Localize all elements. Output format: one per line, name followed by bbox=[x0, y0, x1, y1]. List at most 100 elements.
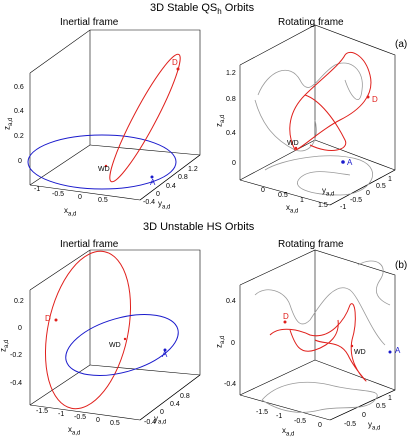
tl-red-orbit bbox=[109, 53, 181, 183]
bl-label-A: A bbox=[162, 350, 168, 359]
bl-x-tick: -1.5 bbox=[36, 408, 49, 415]
br-x-label: xa,d bbox=[282, 426, 295, 438]
bl-y-tick: 0.8 bbox=[180, 393, 190, 400]
tl-x-tick: -0.5 bbox=[52, 191, 65, 198]
bl-z-tick: 0.2 bbox=[14, 298, 24, 305]
br-marker-A bbox=[388, 350, 392, 354]
tr-x-tick: 0 bbox=[261, 187, 265, 194]
tl-marker-D bbox=[176, 67, 180, 71]
tl-label-A: A bbox=[150, 178, 156, 187]
tl-z-tick: 0 bbox=[18, 158, 22, 165]
br-y-tick: 1 bbox=[388, 395, 392, 402]
bl-marker-D bbox=[54, 318, 58, 322]
tr-z-tick: 0.4 bbox=[226, 130, 236, 137]
br-x-tick: -1.5 bbox=[256, 409, 269, 416]
br-marker-D bbox=[283, 320, 287, 324]
tr-y-tick: -0.5 bbox=[350, 197, 363, 204]
bl-label-WD: WD bbox=[109, 342, 121, 349]
section-title-stable: 3D Stable QSh Orbits bbox=[150, 2, 255, 17]
tr-z-tick: 0.8 bbox=[226, 96, 236, 103]
tr-x-label: xa,d bbox=[286, 203, 299, 215]
panel-br-box bbox=[239, 249, 396, 421]
tl-z-label: za,d bbox=[2, 117, 14, 130]
br-projection-right bbox=[357, 260, 391, 306]
tl-y-tick: 0.8 bbox=[178, 174, 188, 181]
bl-y-tick: 0.4 bbox=[170, 401, 180, 408]
tl-x-tick: -1 bbox=[34, 186, 41, 193]
tr-projection-left bbox=[254, 99, 317, 152]
br-label-WD: WD bbox=[354, 349, 366, 356]
br-y-tick: 0 bbox=[362, 412, 366, 419]
br-x-tick: 0 bbox=[318, 422, 322, 429]
panel-tr-box bbox=[239, 24, 396, 206]
br-projection-top bbox=[254, 287, 386, 346]
tl-label-WD: WD bbox=[98, 166, 110, 173]
bl-red-orbit bbox=[44, 250, 132, 410]
br-z-tick: 0.4 bbox=[226, 298, 236, 305]
bl-x-tick: 0 bbox=[96, 417, 100, 424]
tr-marker-D bbox=[366, 95, 370, 99]
br-label-D: D bbox=[283, 312, 289, 321]
panel-bl-box bbox=[29, 249, 201, 421]
tl-label-D: D bbox=[172, 58, 178, 67]
tl-z-tick: 0.2 bbox=[14, 133, 24, 140]
panel-title-tl: Inertial frame bbox=[60, 17, 119, 28]
tl-x-tick: 0.5 bbox=[98, 197, 108, 204]
tl-z-tick: 0.4 bbox=[14, 108, 24, 115]
panel-tl-box bbox=[29, 29, 201, 201]
tr-x-tick: 1 bbox=[300, 197, 304, 204]
panel-title-tr: Rotating frame bbox=[278, 17, 344, 28]
bl-z-tick: -0.4 bbox=[10, 380, 23, 387]
tl-marker-WD bbox=[104, 164, 108, 168]
br-y-tick: 0.5 bbox=[376, 403, 386, 410]
tr-y-label: ya,d bbox=[322, 186, 335, 198]
tr-z-tick: 0 bbox=[232, 160, 236, 167]
tr-projection-top bbox=[257, 62, 363, 100]
br-z-label: za,d bbox=[214, 335, 226, 348]
tl-y-tick: 0 bbox=[156, 191, 160, 198]
tl-blue-orbit bbox=[27, 134, 177, 190]
bl-label-D: D bbox=[45, 314, 51, 323]
tr-marker-A bbox=[341, 160, 345, 164]
tl-y-tick: 0.4 bbox=[166, 183, 176, 190]
tr-red-orbit bbox=[289, 51, 372, 151]
tr-label-WD: WD bbox=[287, 140, 299, 147]
tl-y-label: ya,d bbox=[158, 199, 171, 211]
tl-z-tick: 0.6 bbox=[14, 84, 24, 91]
tr-marker-WD bbox=[294, 146, 298, 150]
tr-red-orbit-loop bbox=[304, 94, 347, 151]
tr-y-tick: -1 bbox=[340, 204, 347, 211]
panel-title-bl: Inertial frame bbox=[60, 239, 119, 250]
br-label-A: A bbox=[395, 346, 401, 355]
br-z-tick: -0.4 bbox=[224, 381, 237, 388]
br-y-tick: -0.5 bbox=[344, 421, 357, 428]
tl-y-tick: -0.4 bbox=[143, 199, 156, 206]
bl-x-tick: 0.5 bbox=[110, 420, 120, 427]
section-title-unstable: 3D Unstable HS Orbits bbox=[143, 221, 255, 233]
bl-marker-WD bbox=[123, 337, 127, 341]
tr-x-tick: 0.5 bbox=[278, 192, 288, 199]
tl-x-label: xa,d bbox=[64, 206, 77, 218]
bl-x-tick: -1 bbox=[58, 411, 65, 418]
tr-y-tick: 1 bbox=[388, 176, 392, 183]
bl-z-label: za,d bbox=[0, 339, 10, 352]
br-marker-WD bbox=[350, 344, 354, 348]
panel-title-br: Rotating frame bbox=[278, 239, 344, 250]
bl-blue-orbit bbox=[65, 314, 179, 376]
bl-y-tick: -0.4 bbox=[144, 419, 157, 426]
panel-tag-a: (a) bbox=[395, 39, 408, 50]
tr-projection-bottom bbox=[264, 155, 373, 196]
br-z-tick: 0 bbox=[231, 340, 235, 347]
br-x-tick: -1 bbox=[276, 413, 283, 420]
bl-y-tick: 0 bbox=[160, 409, 164, 416]
tr-y-tick: 0.5 bbox=[376, 183, 386, 190]
tr-z-label: za,d bbox=[214, 114, 226, 127]
br-x-tick: -0.5 bbox=[294, 418, 307, 425]
br-red-orbit bbox=[269, 303, 367, 382]
tr-x-tick: 1.5 bbox=[318, 202, 328, 209]
bl-z-tick: -0.2 bbox=[10, 352, 23, 359]
tl-y-tick: 1.2 bbox=[188, 166, 198, 173]
tl-marker-A bbox=[150, 175, 154, 179]
tr-label-A: A bbox=[347, 158, 353, 167]
